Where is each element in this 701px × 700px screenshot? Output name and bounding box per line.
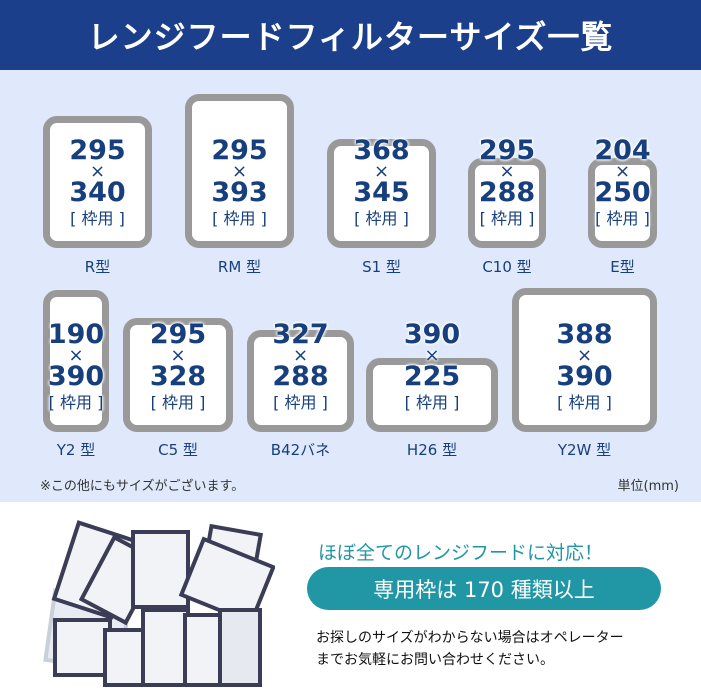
frame-label: [ 枠用 ] xyxy=(595,209,650,228)
frame-label: [ 枠用 ] xyxy=(354,209,409,228)
times-sign: × xyxy=(614,161,631,182)
filter-model: RM 型 xyxy=(217,258,262,276)
filter-dimensions: 295 × 393 [ 枠用 ] xyxy=(211,135,268,232)
filter-frame xyxy=(366,358,498,432)
filter-width: 295 xyxy=(211,135,268,166)
frame-label: [ 枠用 ] xyxy=(404,393,460,412)
filter-model: Y2W 型 xyxy=(557,441,612,459)
note: ※この他にもサイズがございます。 xyxy=(40,479,245,494)
filter-model: R型 xyxy=(84,258,111,276)
frame-label: [ 枠用 ] xyxy=(70,209,125,228)
filters-photo xyxy=(43,520,275,687)
filter-frame xyxy=(468,158,546,248)
filter-height: 288 xyxy=(272,361,329,392)
filter-width: 190 xyxy=(47,319,105,350)
filter-height: 225 xyxy=(403,361,461,392)
promo-line-2: までお気軽にお問い合わせください。 xyxy=(316,652,554,668)
filter-dimensions: 295 × 288 [ 枠用 ] xyxy=(478,135,536,232)
filter-model: E型 xyxy=(610,258,635,276)
filter-model: S1 型 xyxy=(362,258,401,276)
filter-model: H26 型 xyxy=(406,441,458,459)
filter-width: 295 xyxy=(149,319,207,350)
filter-model: Y2 型 xyxy=(56,441,96,459)
filter-dimensions: 295 × 340 [ 枠用 ] xyxy=(69,135,126,232)
frame-label: [ 枠用 ] xyxy=(557,393,612,412)
promo-line-1: お探しのサイズがわからない場合はオペレーター xyxy=(316,630,624,646)
promo-headline: ほぼ全てのレンジフードに対応！ xyxy=(318,542,604,564)
frame-label: [ 枠用 ] xyxy=(212,209,267,228)
filter-height: 250 xyxy=(594,177,651,208)
filter-dimensions: 388 × 390 [ 枠用 ] xyxy=(556,319,613,416)
filter-height: 340 xyxy=(69,177,126,208)
filter-height: 390 xyxy=(47,361,105,392)
page-title: レンジフードフィルターサイズ一覧 xyxy=(87,18,614,56)
times-sign: × xyxy=(68,345,84,366)
filter-model: C10 型 xyxy=(482,258,532,276)
frame-label: [ 枠用 ] xyxy=(273,393,328,412)
times-sign: × xyxy=(576,345,593,366)
times-sign: × xyxy=(231,161,248,182)
times-sign: × xyxy=(292,345,309,366)
filter-frame xyxy=(43,116,152,248)
filter-dimensions: 390 × 225 [ 枠用 ] xyxy=(403,319,461,416)
filter-dimensions: 295 × 328 [ 枠用 ] xyxy=(149,319,207,416)
frame-label: [ 枠用 ] xyxy=(150,393,206,412)
filter-frame xyxy=(512,288,657,432)
filter-height: 345 xyxy=(353,177,410,208)
unit-label: 単位(mm) xyxy=(617,479,679,494)
header: レンジフードフィルターサイズ一覧 xyxy=(0,0,701,70)
filter-frame xyxy=(43,290,109,432)
filter-width: 295 xyxy=(478,135,536,166)
times-sign: × xyxy=(89,161,106,182)
filter-model: B42バネ xyxy=(270,441,331,459)
filter-height: 393 xyxy=(211,177,268,208)
filter-dimensions: 368 × 345 [ 枠用 ] xyxy=(353,135,410,232)
filter-width: 204 xyxy=(594,135,651,166)
filter-width: 327 xyxy=(272,319,329,350)
times-sign: × xyxy=(424,345,440,366)
filter-height: 390 xyxy=(556,361,613,392)
filter-dimensions: 204 × 250 [ 枠用 ] xyxy=(594,135,651,232)
filter-frame xyxy=(247,330,354,432)
filter-width: 295 xyxy=(69,135,126,166)
times-sign: × xyxy=(373,161,390,182)
times-sign: × xyxy=(170,345,186,366)
filter-width: 388 xyxy=(556,319,613,350)
filter-model: C5 型 xyxy=(158,441,198,459)
filter-width: 368 xyxy=(353,135,410,166)
filter-dimensions: 327 × 288 [ 枠用 ] xyxy=(272,319,329,416)
filter-frame xyxy=(327,139,436,248)
promo-badge: 専用枠は 170 種類以上 xyxy=(307,567,661,610)
filter-width: 390 xyxy=(403,319,461,350)
filter-height: 328 xyxy=(149,361,207,392)
filter-frame xyxy=(185,94,294,248)
filter-height: 288 xyxy=(478,177,536,208)
frame-label: [ 枠用 ] xyxy=(48,393,104,412)
filter-frame xyxy=(123,318,233,432)
filter-dimensions: 190 × 390 [ 枠用 ] xyxy=(47,319,105,416)
frame-label: [ 枠用 ] xyxy=(479,209,535,228)
filter-frame xyxy=(588,158,657,248)
times-sign: × xyxy=(499,161,515,182)
